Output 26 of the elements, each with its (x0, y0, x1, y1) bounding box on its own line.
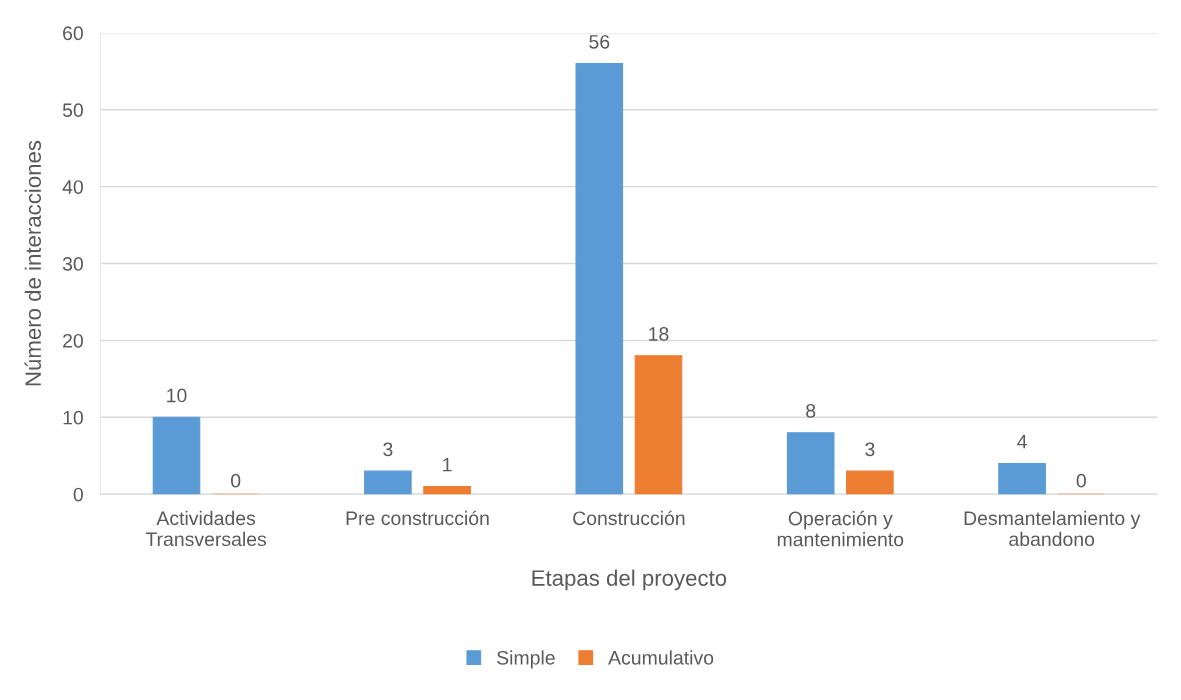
data-label: 4 (1017, 434, 1027, 449)
y-tick-label: 20 (63, 333, 83, 348)
data-label: 18 (649, 327, 669, 341)
y-tick-label: 60 (63, 26, 83, 41)
y-tick-label: 40 (62, 180, 83, 194)
y-tick-label: 30 (62, 257, 83, 271)
data-label: 8 (806, 403, 816, 418)
legend-label: Acumulativo (608, 650, 714, 665)
data-label: 1 (443, 457, 452, 472)
y-tick-label: 0 (73, 487, 83, 502)
x-tick-label: Pre construcción (346, 510, 489, 526)
data-label: 10 (167, 388, 187, 403)
data-label: 56 (589, 34, 610, 49)
x-tick-label: Desmantelamiento y abandono (964, 510, 1141, 547)
x-tick-label: Actividades Transversales (145, 510, 267, 547)
x-axis-title: Etapas del proyecto (532, 569, 727, 591)
data-label: 3 (383, 442, 393, 457)
y-tick-label: 50 (62, 103, 83, 118)
data-label: 3 (865, 442, 875, 457)
x-tick-label: Construcción (573, 510, 685, 526)
x-tick-label: Operación y mantenimiento (777, 510, 904, 547)
data-label: 0 (231, 473, 241, 488)
data-label: 0 (1076, 473, 1086, 488)
y-tick-label: 10 (63, 410, 83, 425)
y-axis-title: Número de interacciones (24, 140, 42, 386)
legend-label: Simple (497, 650, 555, 669)
